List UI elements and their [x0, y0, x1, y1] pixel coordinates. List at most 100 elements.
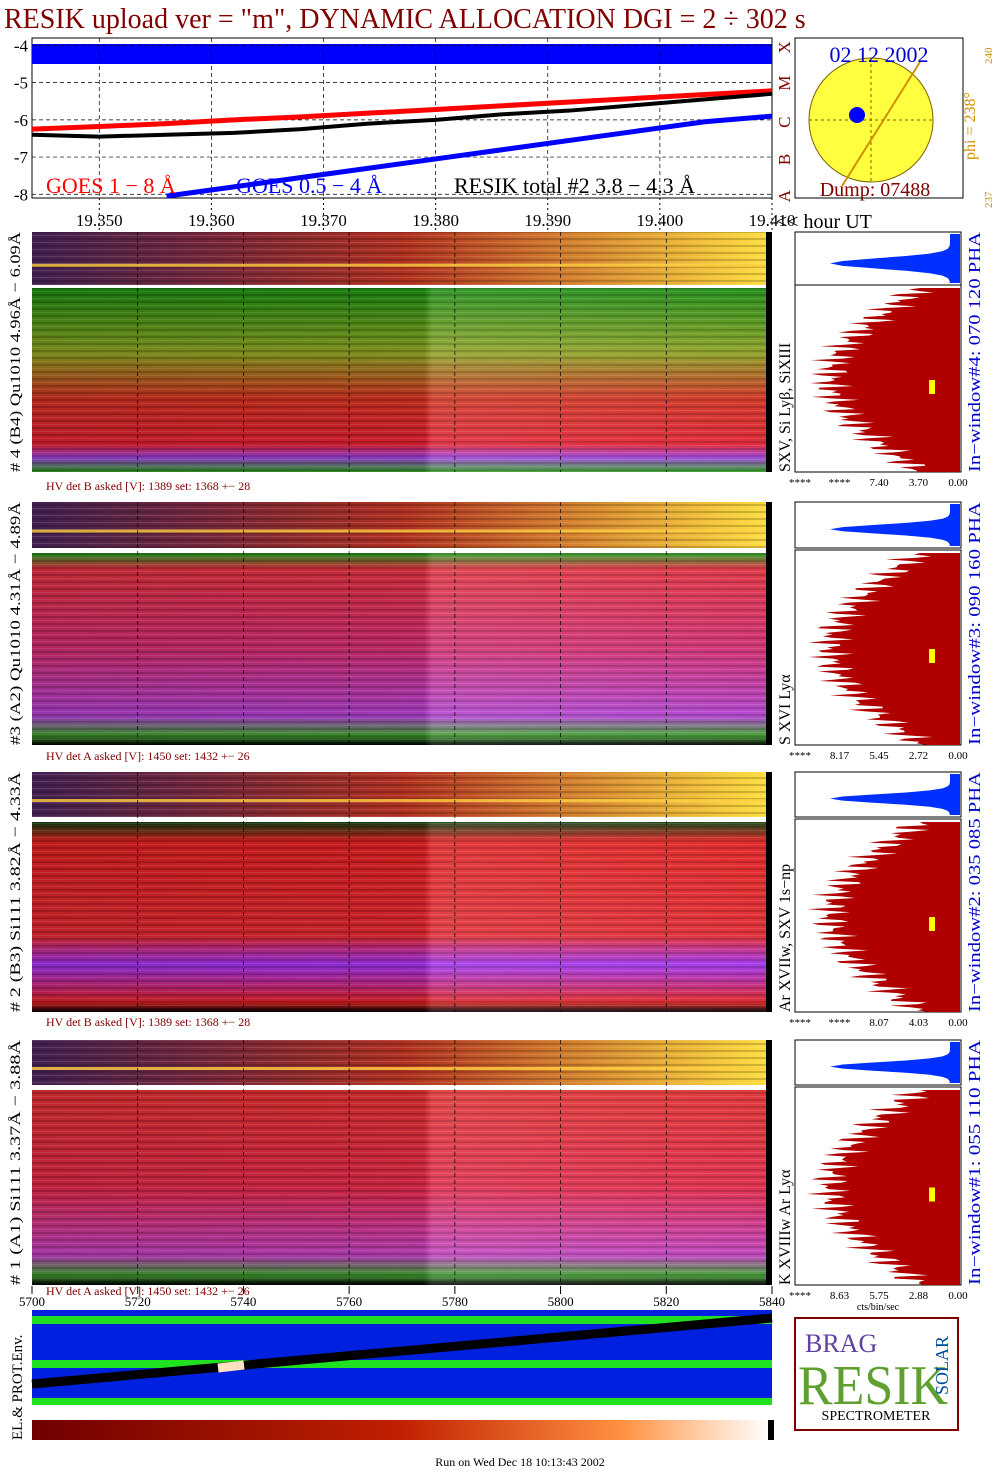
spectrogram-edge	[766, 772, 772, 1012]
y-tick-label: -4	[14, 36, 29, 55]
panel-label: # 2 (B3) Si111 3.82Å − 4.33Å	[8, 772, 24, 1012]
hv-label: HV det A asked [V]: 1450 set: 1432 +− 26	[46, 749, 250, 763]
hv-label: HV det A asked [V]: 1450 set: 1432 +− 26	[46, 1284, 250, 1298]
class-label: B	[775, 154, 794, 165]
logo-top: BRAG	[805, 1329, 877, 1358]
pha-tick-label: 0.00	[948, 1017, 968, 1029]
env-trace	[217, 1360, 245, 1373]
env-band	[32, 1398, 772, 1405]
logo-bottom: SPECTROMETER	[822, 1409, 932, 1424]
panel-label: # 4 (B4) Qu1010 4.96Å − 6.09Å	[8, 232, 24, 472]
strip-rows	[32, 232, 772, 285]
pha-tick-label: ****	[789, 1017, 811, 1029]
hist-marker	[929, 1187, 935, 1202]
x-axis-label: << hour UT	[776, 211, 872, 233]
strip-rows	[32, 1040, 772, 1085]
bin-tick-label: 5720	[125, 1294, 151, 1309]
color-bar-end	[768, 1420, 774, 1440]
class-label: C	[775, 117, 794, 128]
logo: BRAG RESIK SOLAR SPECTROMETER	[794, 1317, 959, 1431]
env-trace	[31, 1313, 773, 1389]
series-line	[166, 113, 773, 199]
window-label: In−window#1: 055 110 PHA	[965, 1039, 984, 1285]
color-bar	[32, 1420, 768, 1440]
bin-tick-label: 5760	[336, 1294, 362, 1309]
line-label: S XVI Lyα	[777, 674, 794, 745]
panel-label: #3 (A2) Qu1010 4.31Å − 4.89Å	[8, 502, 24, 745]
class-label: X	[775, 41, 794, 53]
bin-tick-label: 5800	[548, 1294, 574, 1309]
env-band	[32, 1316, 772, 1324]
pha-tick-label: 8.63	[830, 1290, 850, 1302]
bin-tick-label: 5700	[19, 1294, 45, 1309]
pha-tick-label: 0.00	[948, 750, 968, 762]
spectrogram-edge	[766, 502, 772, 745]
x-tick-label: 19.400	[637, 211, 684, 230]
window-label: In−window#4: 070 120 PHA	[965, 231, 984, 472]
spectrogram-shade	[32, 288, 772, 472]
pha-tick-label: ****	[829, 477, 851, 489]
window-label: In−window#2: 035 085 PHA	[965, 771, 984, 1012]
hv-label: HV det B asked [V]: 1389 set: 1368 +− 28	[46, 1015, 250, 1029]
pha-tick-label: 5.45	[869, 750, 889, 762]
bin-tick-label: 5780	[442, 1294, 468, 1309]
pha-tick-label: 2.88	[909, 1290, 929, 1302]
window-label: In−window#3: 090 160 PHA	[965, 501, 984, 745]
pha-tick-label: ****	[789, 750, 811, 762]
hist-main	[806, 1090, 960, 1285]
strip-line	[32, 1067, 772, 1070]
bin-tick-label: 5840	[759, 1294, 785, 1309]
x-tick-label: 19.370	[300, 211, 347, 230]
series-line	[31, 88, 773, 132]
class-label: M	[775, 76, 794, 91]
logo-side: SOLAR	[932, 1336, 952, 1395]
x-tick-label: 19.410	[749, 211, 796, 230]
legend-entry: GOES 1 − 8 Å	[46, 173, 176, 198]
sun-direction	[841, 61, 921, 187]
hist-main	[808, 553, 960, 745]
y-tick-label: -7	[14, 148, 29, 167]
pha-tick-label: 2.72	[909, 750, 928, 762]
env-label: EL.& PROT.Env.	[10, 1335, 26, 1440]
hist-main	[807, 822, 960, 1012]
y-tick-label: -5	[14, 74, 28, 93]
strip-rows	[32, 772, 772, 817]
hist-small	[830, 1042, 960, 1083]
phi-max: 240	[983, 47, 995, 64]
spectrogram-edge	[766, 1040, 772, 1285]
legend-entry: RESIK total #2 3.8 − 4.3 Å	[454, 173, 695, 198]
strip-line	[32, 799, 772, 802]
hv-label: HV det B asked [V]: 1389 set: 1368 +− 28	[46, 479, 250, 493]
spectrogram-shade	[32, 822, 772, 1012]
legend-entry: GOES 0.5 − 4 Å	[236, 173, 382, 198]
pha-tick-label: 5.75	[869, 1290, 889, 1302]
pha-tick-label: 0.00	[948, 477, 968, 489]
hist-small	[830, 504, 960, 546]
pha-tick-label: 3.70	[909, 477, 929, 489]
hist-small	[830, 234, 960, 283]
hist-marker	[929, 917, 935, 931]
spectrogram-edge	[766, 232, 772, 472]
pha-tick-label: ****	[789, 1290, 811, 1302]
panel-label: # 1 (A1) Si111 3.37Å − 3.88Å	[8, 1040, 24, 1285]
pha-tick-label: ****	[789, 477, 811, 489]
logo-main: RESIK	[798, 1355, 948, 1417]
title: RESIK upload ver = "m", DYNAMIC ALLOCATI…	[4, 4, 806, 35]
bin-tick-label: 5820	[653, 1294, 679, 1309]
strip-line	[32, 529, 772, 533]
pha-tick-label: 0.00	[948, 1290, 968, 1302]
pha-tick-label: 8.17	[830, 750, 850, 762]
sun-position	[849, 107, 865, 123]
phi: phi = 238°	[962, 92, 979, 160]
hist-small	[830, 774, 960, 815]
pha-tick-label: ****	[829, 1017, 851, 1029]
strip-rows	[32, 502, 772, 548]
x-tick-label: 19.390	[524, 211, 571, 230]
hist-marker	[929, 380, 935, 394]
pha-tick-label: 8.07	[869, 1017, 889, 1029]
bin-tick-label: 5740	[230, 1294, 256, 1309]
strip-line	[32, 263, 772, 267]
dump: Dump: 07488	[820, 179, 931, 201]
